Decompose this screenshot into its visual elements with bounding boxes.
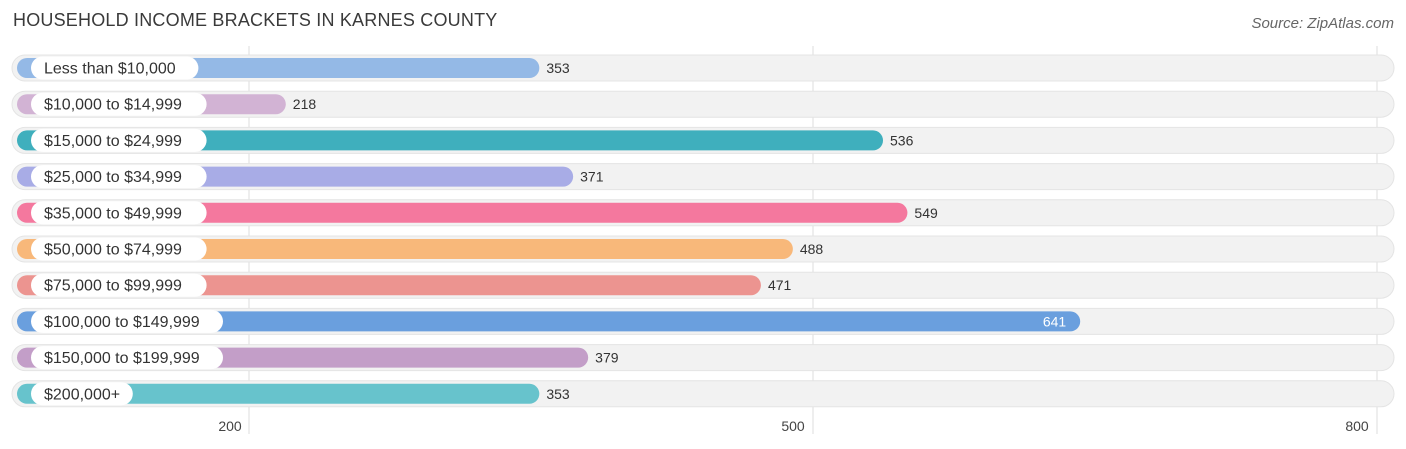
value-label: 218 [293,96,317,112]
value-label: 536 [890,132,914,148]
bar-row: $50,000 to $74,999 488 [11,235,1395,263]
category-label-pill [31,237,207,261]
bar [17,130,884,151]
tick-label: 200 [218,418,242,434]
bar-row: $35,000 to $49,999 549 [11,199,1395,227]
bar [17,239,793,259]
bar-row: $15,000 to $24,999 536 [11,126,1395,154]
chart-title: HOUSEHOLD INCOME BRACKETS IN KARNES COUN… [13,10,498,30]
source-note: Source: ZipAtlas.com [1251,15,1394,32]
category-label: $15,000 to $24,999 [44,133,182,150]
category-label-pill [31,201,207,225]
category-label: $25,000 to $34,999 [44,169,182,186]
tick-label: 500 [781,418,805,434]
value-label: 353 [546,386,570,402]
category-label: $35,000 to $49,999 [44,205,182,222]
category-label-pill [31,128,207,152]
category-label: $200,000+ [44,386,120,403]
bar-rows: Less than $10,000 353 $10,000 to $14,999 21… [11,54,1395,408]
category-label: Less than $10,000 [44,61,176,78]
category-label-pill [31,273,207,297]
category-label: $150,000 to $199,999 [44,350,200,367]
bar [17,202,908,223]
bar [17,311,1081,332]
bar-row: $150,000 to $199,999 379 [11,344,1395,372]
category-label-pill [31,346,223,370]
category-label-pill [31,56,199,80]
value-label: 353 [546,60,570,76]
category-label: $75,000 to $99,999 [44,278,182,295]
value-label: 641 [1043,313,1067,329]
category-label-pill [31,92,207,116]
bar-row: Less than $10,000 353 [11,54,1395,82]
bar-row: $75,000 to $99,999 471 [11,271,1395,299]
category-label-pill [31,165,207,189]
category-label: $50,000 to $74,999 [44,242,182,259]
bar [17,383,540,404]
value-label: 471 [768,277,792,293]
value-label: 379 [595,350,619,366]
category-label-pill [31,382,133,406]
tick-label: 800 [1345,418,1369,434]
x-axis-ticks: 200 500 800 [218,418,1369,434]
bar-row: $100,000 to $149,999 641 [11,307,1395,335]
category-label: $100,000 to $149,999 [44,314,200,331]
category-label: $10,000 to $14,999 [44,97,182,114]
bar-row: $25,000 to $34,999 371 [11,163,1395,191]
bar-track [11,90,1395,118]
value-label: 488 [800,241,824,257]
value-label: 549 [914,205,938,221]
bar-row: $10,000 to $14,999 218 [11,90,1395,118]
value-label: 371 [580,169,604,185]
bar-row: $200,000+ 353 [11,380,1395,408]
category-label-pill [31,309,223,333]
